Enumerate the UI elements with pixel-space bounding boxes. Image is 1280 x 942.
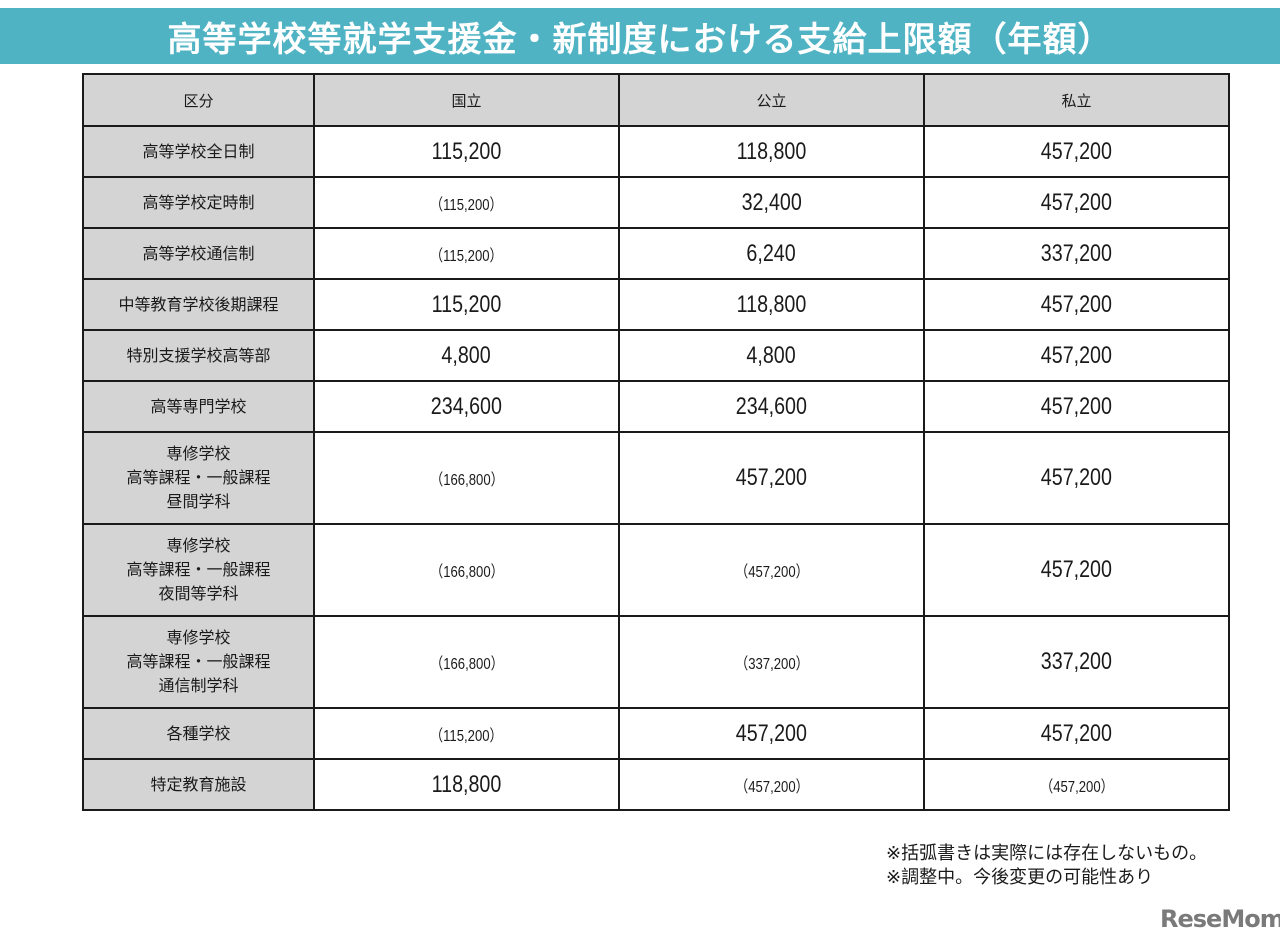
cell-national: 115,200 [313, 278, 620, 331]
cell-national: 118,800 [313, 758, 620, 811]
cell-national: （166,800） [313, 523, 620, 617]
footnote-adjusting: ※調整中。今後変更の可能性あり [886, 867, 1154, 888]
row-label: 各種学校 [82, 707, 315, 760]
row-label: 特定教育施設 [82, 758, 315, 811]
row-label: 専修学校 高等課程・一般課程 昼間学科 [82, 431, 315, 525]
cell-public: 6,240 [618, 227, 925, 280]
table-row: 中等教育学校後期課程 115,200 118,800 457,200 [82, 278, 1230, 331]
cell-private: （457,200） [923, 758, 1230, 811]
cell-private: 457,200 [923, 523, 1230, 617]
cell-national: 4,800 [313, 329, 620, 382]
cell-public: 4,800 [618, 329, 925, 382]
cell-national: （166,800） [313, 431, 620, 525]
column-header-private: 私立 [923, 73, 1230, 127]
cell-national: （115,200） [313, 707, 620, 760]
table-row: 高等専門学校 234,600 234,600 457,200 [82, 380, 1230, 433]
cell-national: （115,200） [313, 227, 620, 280]
row-label: 中等教育学校後期課程 [82, 278, 315, 331]
row-label: 特別支援学校高等部 [82, 329, 315, 382]
row-label: 高等学校通信制 [82, 227, 315, 280]
table-row: 各種学校 （115,200） 457,200 457,200 [82, 707, 1230, 760]
table-row: 高等学校定時制 （115,200） 32,400 457,200 [82, 176, 1230, 229]
cell-private: 457,200 [923, 431, 1230, 525]
cell-private: 457,200 [923, 125, 1230, 178]
cell-public: 118,800 [618, 278, 925, 331]
cell-national: 115,200 [313, 125, 620, 178]
table-row: 高等学校全日制 115,200 118,800 457,200 [82, 125, 1230, 178]
cell-private: 457,200 [923, 707, 1230, 760]
row-label: 高等学校全日制 [82, 125, 315, 178]
table-header-row: 区分 国立 公立 私立 [82, 73, 1230, 127]
cell-public: 32,400 [618, 176, 925, 229]
cell-public: （457,200） [618, 523, 925, 617]
cell-public: 457,200 [618, 431, 925, 525]
table-row: 専修学校 高等課程・一般課程 通信制学科 （166,800） （337,200） 3… [82, 615, 1230, 709]
title-banner: 高等学校等就学支援金・新制度における支給上限額（年額） [0, 8, 1280, 64]
cell-public: 234,600 [618, 380, 925, 433]
cell-national: （166,800） [313, 615, 620, 709]
column-header-national: 国立 [313, 73, 620, 127]
row-label: 高等学校定時制 [82, 176, 315, 229]
cell-public: （457,200） [618, 758, 925, 811]
column-header-category: 区分 [82, 73, 315, 127]
cell-national: 234,600 [313, 380, 620, 433]
cell-private: 457,200 [923, 380, 1230, 433]
footnotes: ※括弧書きは実際には存在しないもの。 ※調整中。今後変更の可能性あり [886, 842, 1207, 890]
table-row: 特定教育施設 118,800 （457,200） （457,200） [82, 758, 1230, 811]
cell-public: 118,800 [618, 125, 925, 178]
cell-private: 457,200 [923, 329, 1230, 382]
cell-national: （115,200） [313, 176, 620, 229]
page-title: 高等学校等就学支援金・新制度における支給上限額（年額） [167, 19, 1113, 60]
cell-private: 337,200 [923, 227, 1230, 280]
cell-private: 457,200 [923, 176, 1230, 229]
table-row: 高等学校通信制 （115,200） 6,240 337,200 [82, 227, 1230, 280]
row-label: 専修学校 高等課程・一般課程 夜間等学科 [82, 523, 315, 617]
row-label: 専修学校 高等課程・一般課程 通信制学科 [82, 615, 315, 709]
row-label: 高等専門学校 [82, 380, 315, 433]
footnote-parentheses: ※括弧書きは実際には存在しないもの。 [886, 843, 1208, 864]
table-row: 専修学校 高等課程・一般課程 夜間等学科 （166,800） （457,200） 4… [82, 523, 1230, 617]
column-header-public: 公立 [618, 73, 925, 127]
cell-public: 457,200 [618, 707, 925, 760]
cell-public: （337,200） [618, 615, 925, 709]
resemom-logo: ReseMom. [1160, 905, 1280, 933]
cell-private: 337,200 [923, 615, 1230, 709]
cell-private: 457,200 [923, 278, 1230, 331]
subsidy-table: 区分 国立 公立 私立 高等学校全日制 115,200 118,800 457,… [82, 73, 1230, 811]
table-row: 専修学校 高等課程・一般課程 昼間学科 （166,800） 457,200 457,… [82, 431, 1230, 525]
table-row: 特別支援学校高等部 4,800 4,800 457,200 [82, 329, 1230, 382]
